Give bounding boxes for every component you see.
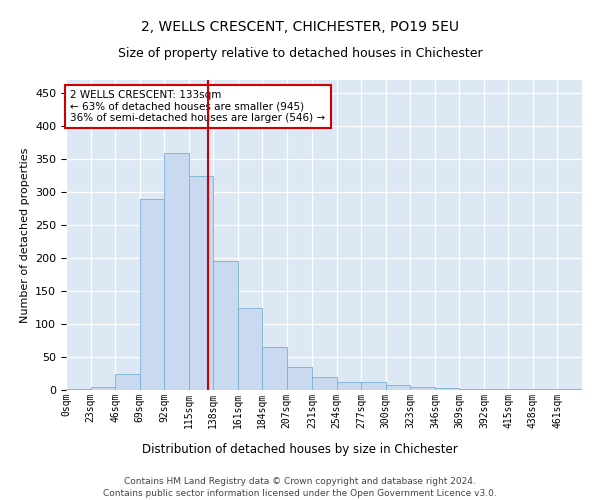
Bar	[312, 377, 337, 390]
Bar	[140, 198, 164, 390]
Bar	[386, 384, 410, 390]
Bar	[115, 374, 140, 390]
Y-axis label: Number of detached properties: Number of detached properties	[20, 148, 29, 322]
Text: Size of property relative to detached houses in Chichester: Size of property relative to detached ho…	[118, 48, 482, 60]
Bar	[287, 367, 312, 390]
Bar	[508, 388, 533, 390]
Bar	[484, 388, 508, 390]
Text: Contains HM Land Registry data © Crown copyright and database right 2024.: Contains HM Land Registry data © Crown c…	[124, 478, 476, 486]
Bar	[337, 382, 361, 390]
Bar	[188, 176, 213, 390]
Bar	[238, 308, 262, 390]
Bar	[66, 388, 91, 390]
Bar	[164, 152, 188, 390]
Bar	[213, 262, 238, 390]
Text: 2, WELLS CRESCENT, CHICHESTER, PO19 5EU: 2, WELLS CRESCENT, CHICHESTER, PO19 5EU	[141, 20, 459, 34]
Bar	[435, 388, 460, 390]
Bar	[262, 347, 287, 390]
Bar	[91, 386, 115, 390]
Bar	[410, 386, 435, 390]
Bar	[361, 382, 386, 390]
Text: 2 WELLS CRESCENT: 133sqm
← 63% of detached houses are smaller (945)
36% of semi-: 2 WELLS CRESCENT: 133sqm ← 63% of detach…	[70, 90, 325, 123]
Text: Distribution of detached houses by size in Chichester: Distribution of detached houses by size …	[142, 442, 458, 456]
Text: Contains public sector information licensed under the Open Government Licence v3: Contains public sector information licen…	[103, 489, 497, 498]
Bar	[460, 388, 484, 390]
